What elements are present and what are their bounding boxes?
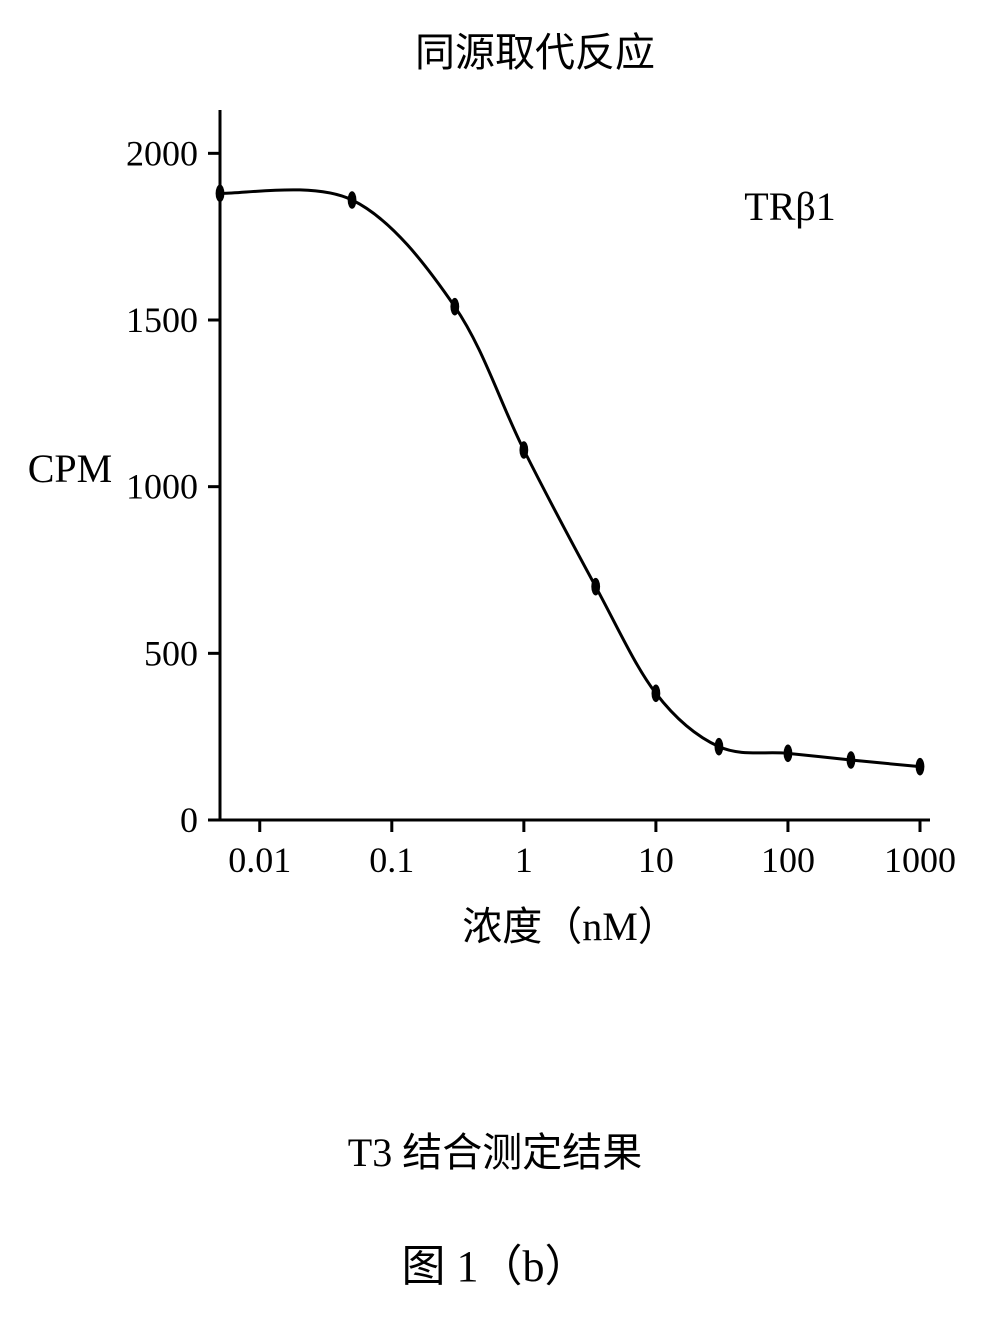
data-point xyxy=(652,685,661,703)
x-tick-label: 100 xyxy=(761,840,815,880)
data-point xyxy=(519,441,528,459)
page: 同源取代反应 0 500 1000 1500 2000 0.01 0.1 1 10 100 1000… xyxy=(0,0,990,1343)
y-tick-label: 0 xyxy=(180,800,198,840)
x-axis-label: 浓度（nM） xyxy=(462,904,678,949)
x-tick-label: 1 xyxy=(515,840,533,880)
x-tick-label: 0.1 xyxy=(369,840,414,880)
x-tick-label: 10 xyxy=(638,840,674,880)
x-tick-label: 1000 xyxy=(884,840,956,880)
figure-number: 图 1（b） xyxy=(0,1230,990,1294)
y-tick-label: 500 xyxy=(144,633,198,673)
data-curve xyxy=(220,190,920,767)
data-point xyxy=(715,738,724,756)
data-point xyxy=(784,745,793,763)
y-tick-label: 2000 xyxy=(126,133,198,173)
series-label: TRβ1 xyxy=(744,184,835,229)
data-point xyxy=(216,185,225,203)
data-point xyxy=(450,298,459,316)
chart-title: 同源取代反应 xyxy=(40,20,990,78)
data-point xyxy=(591,578,600,596)
data-point xyxy=(847,751,856,769)
y-tick-label: 1000 xyxy=(126,467,198,507)
chart-plot: 0 500 1000 1500 2000 0.01 0.1 1 10 100 1000 CPM 浓度（n… xyxy=(20,90,970,1010)
data-point xyxy=(348,191,357,209)
caption-assay: T3 结合测定结果 xyxy=(0,1120,990,1178)
data-point xyxy=(916,758,925,776)
x-tick-label: 0.01 xyxy=(228,840,291,880)
y-tick-label: 1500 xyxy=(126,300,198,340)
y-axis-label: CPM xyxy=(28,446,113,491)
